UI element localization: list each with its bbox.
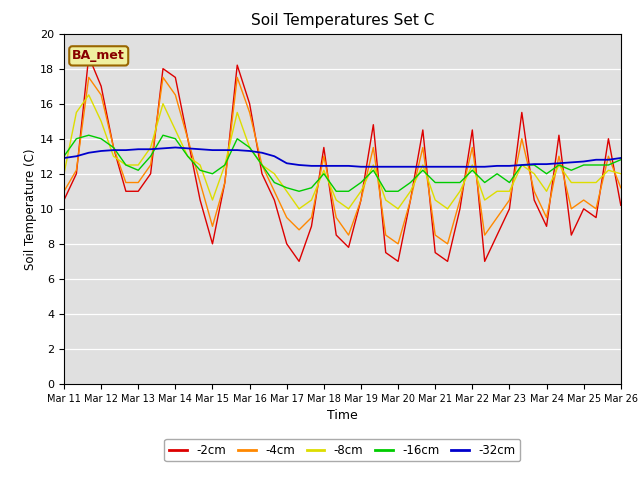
Y-axis label: Soil Temperature (C): Soil Temperature (C) xyxy=(24,148,37,270)
Text: BA_met: BA_met xyxy=(72,49,125,62)
X-axis label: Time: Time xyxy=(327,409,358,422)
Title: Soil Temperatures Set C: Soil Temperatures Set C xyxy=(251,13,434,28)
Legend: -2cm, -4cm, -8cm, -16cm, -32cm: -2cm, -4cm, -8cm, -16cm, -32cm xyxy=(164,439,520,461)
